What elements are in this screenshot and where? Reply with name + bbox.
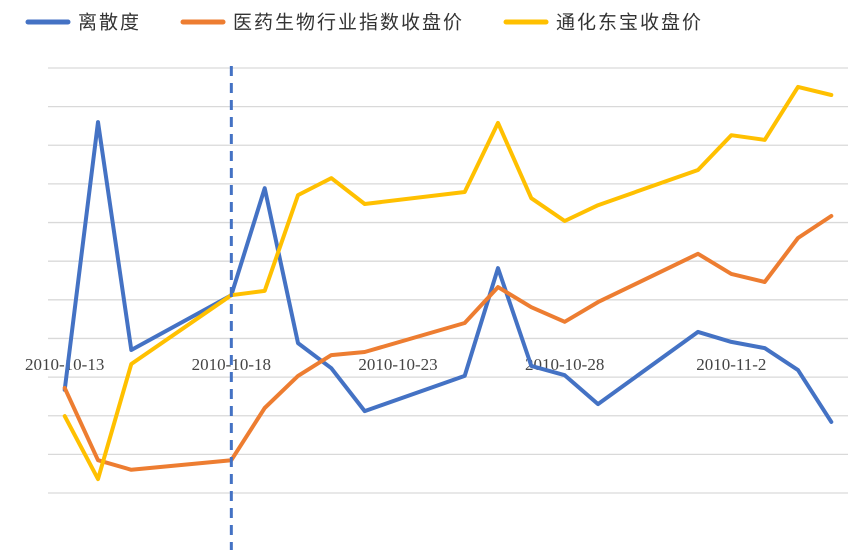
- x-tick-label: 2010-11-2: [696, 355, 766, 374]
- legend-label: 医药生物行业指数收盘价: [233, 12, 464, 34]
- series-line: [62, 214, 834, 472]
- legend: 离散度 医药生物行业指数收盘价 通化东宝收盘价: [25, 12, 703, 34]
- legend-label: 通化东宝收盘价: [556, 12, 703, 34]
- x-tick-label: 2010-10-23: [358, 355, 437, 374]
- x-tick-label: 2010-10-28: [525, 355, 604, 374]
- legend-label: 离散度: [78, 12, 141, 34]
- x-tick-label: 2010-10-13: [25, 355, 104, 374]
- series-line: [62, 84, 834, 482]
